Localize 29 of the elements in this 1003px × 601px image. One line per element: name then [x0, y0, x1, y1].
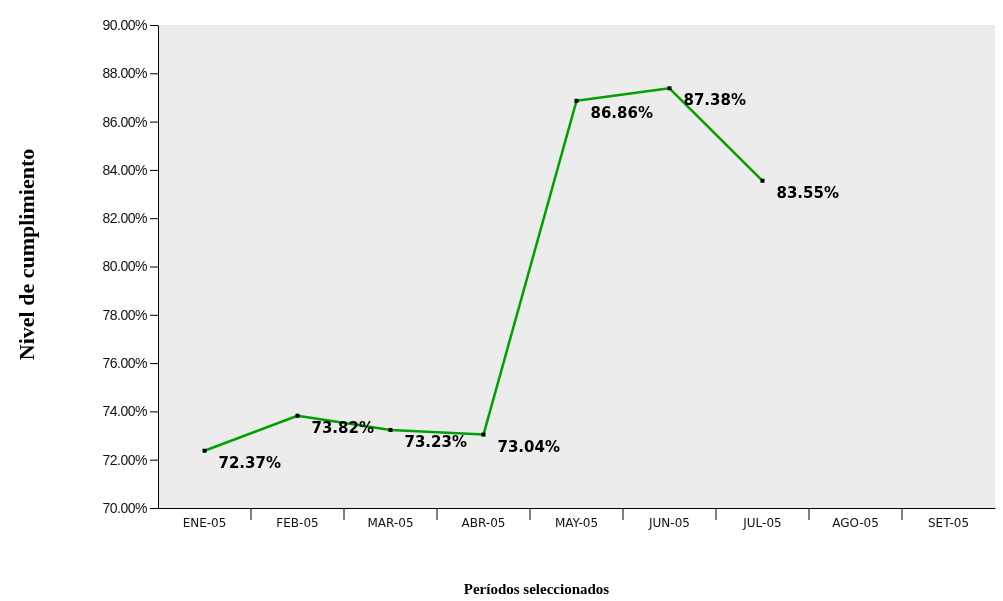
x-tick-label: JUL-05	[742, 515, 782, 530]
x-tick-label: MAR-05	[367, 515, 414, 530]
x-axis-title: Períodos seleccionados	[463, 581, 610, 597]
y-tick-label: 88.00%	[102, 65, 148, 82]
y-axis-title: Nivel de cumplimiento	[14, 148, 39, 361]
x-tick-label: FEB-05	[276, 515, 319, 530]
x-tick-label: SET-05	[927, 515, 970, 530]
y-tick-label: 70.00%	[102, 499, 148, 516]
y-tick-label: 86.00%	[102, 113, 148, 130]
x-tick-label: JUN-05	[648, 515, 690, 530]
data-label: 73.23%	[404, 433, 467, 451]
data-label: 72.37%	[218, 453, 281, 472]
x-tick-label: ENE-05	[182, 515, 227, 530]
y-tick-label: 90.00%	[102, 16, 148, 33]
x-tick-label: ABR-05	[461, 515, 506, 530]
data-label: 73.04%	[497, 437, 560, 456]
y-tick-label: 80.00%	[102, 258, 148, 275]
y-tick-label: 82.00%	[102, 210, 148, 227]
data-label: 86.86%	[590, 103, 653, 122]
y-tick-label: 78.00%	[102, 306, 148, 323]
y-tick-label: 74.00%	[102, 403, 148, 420]
x-tick-label: AGO-05	[832, 515, 879, 530]
y-tick-label: 84.00%	[102, 161, 148, 178]
data-label: 73.82%	[311, 418, 374, 437]
data-label: 83.55%	[776, 183, 839, 202]
x-tick-label: MAY-05	[554, 515, 599, 530]
y-tick-label: 72.00%	[102, 451, 148, 468]
data-label: 87.38%	[683, 91, 746, 110]
y-tick-label: 76.00%	[102, 355, 148, 372]
